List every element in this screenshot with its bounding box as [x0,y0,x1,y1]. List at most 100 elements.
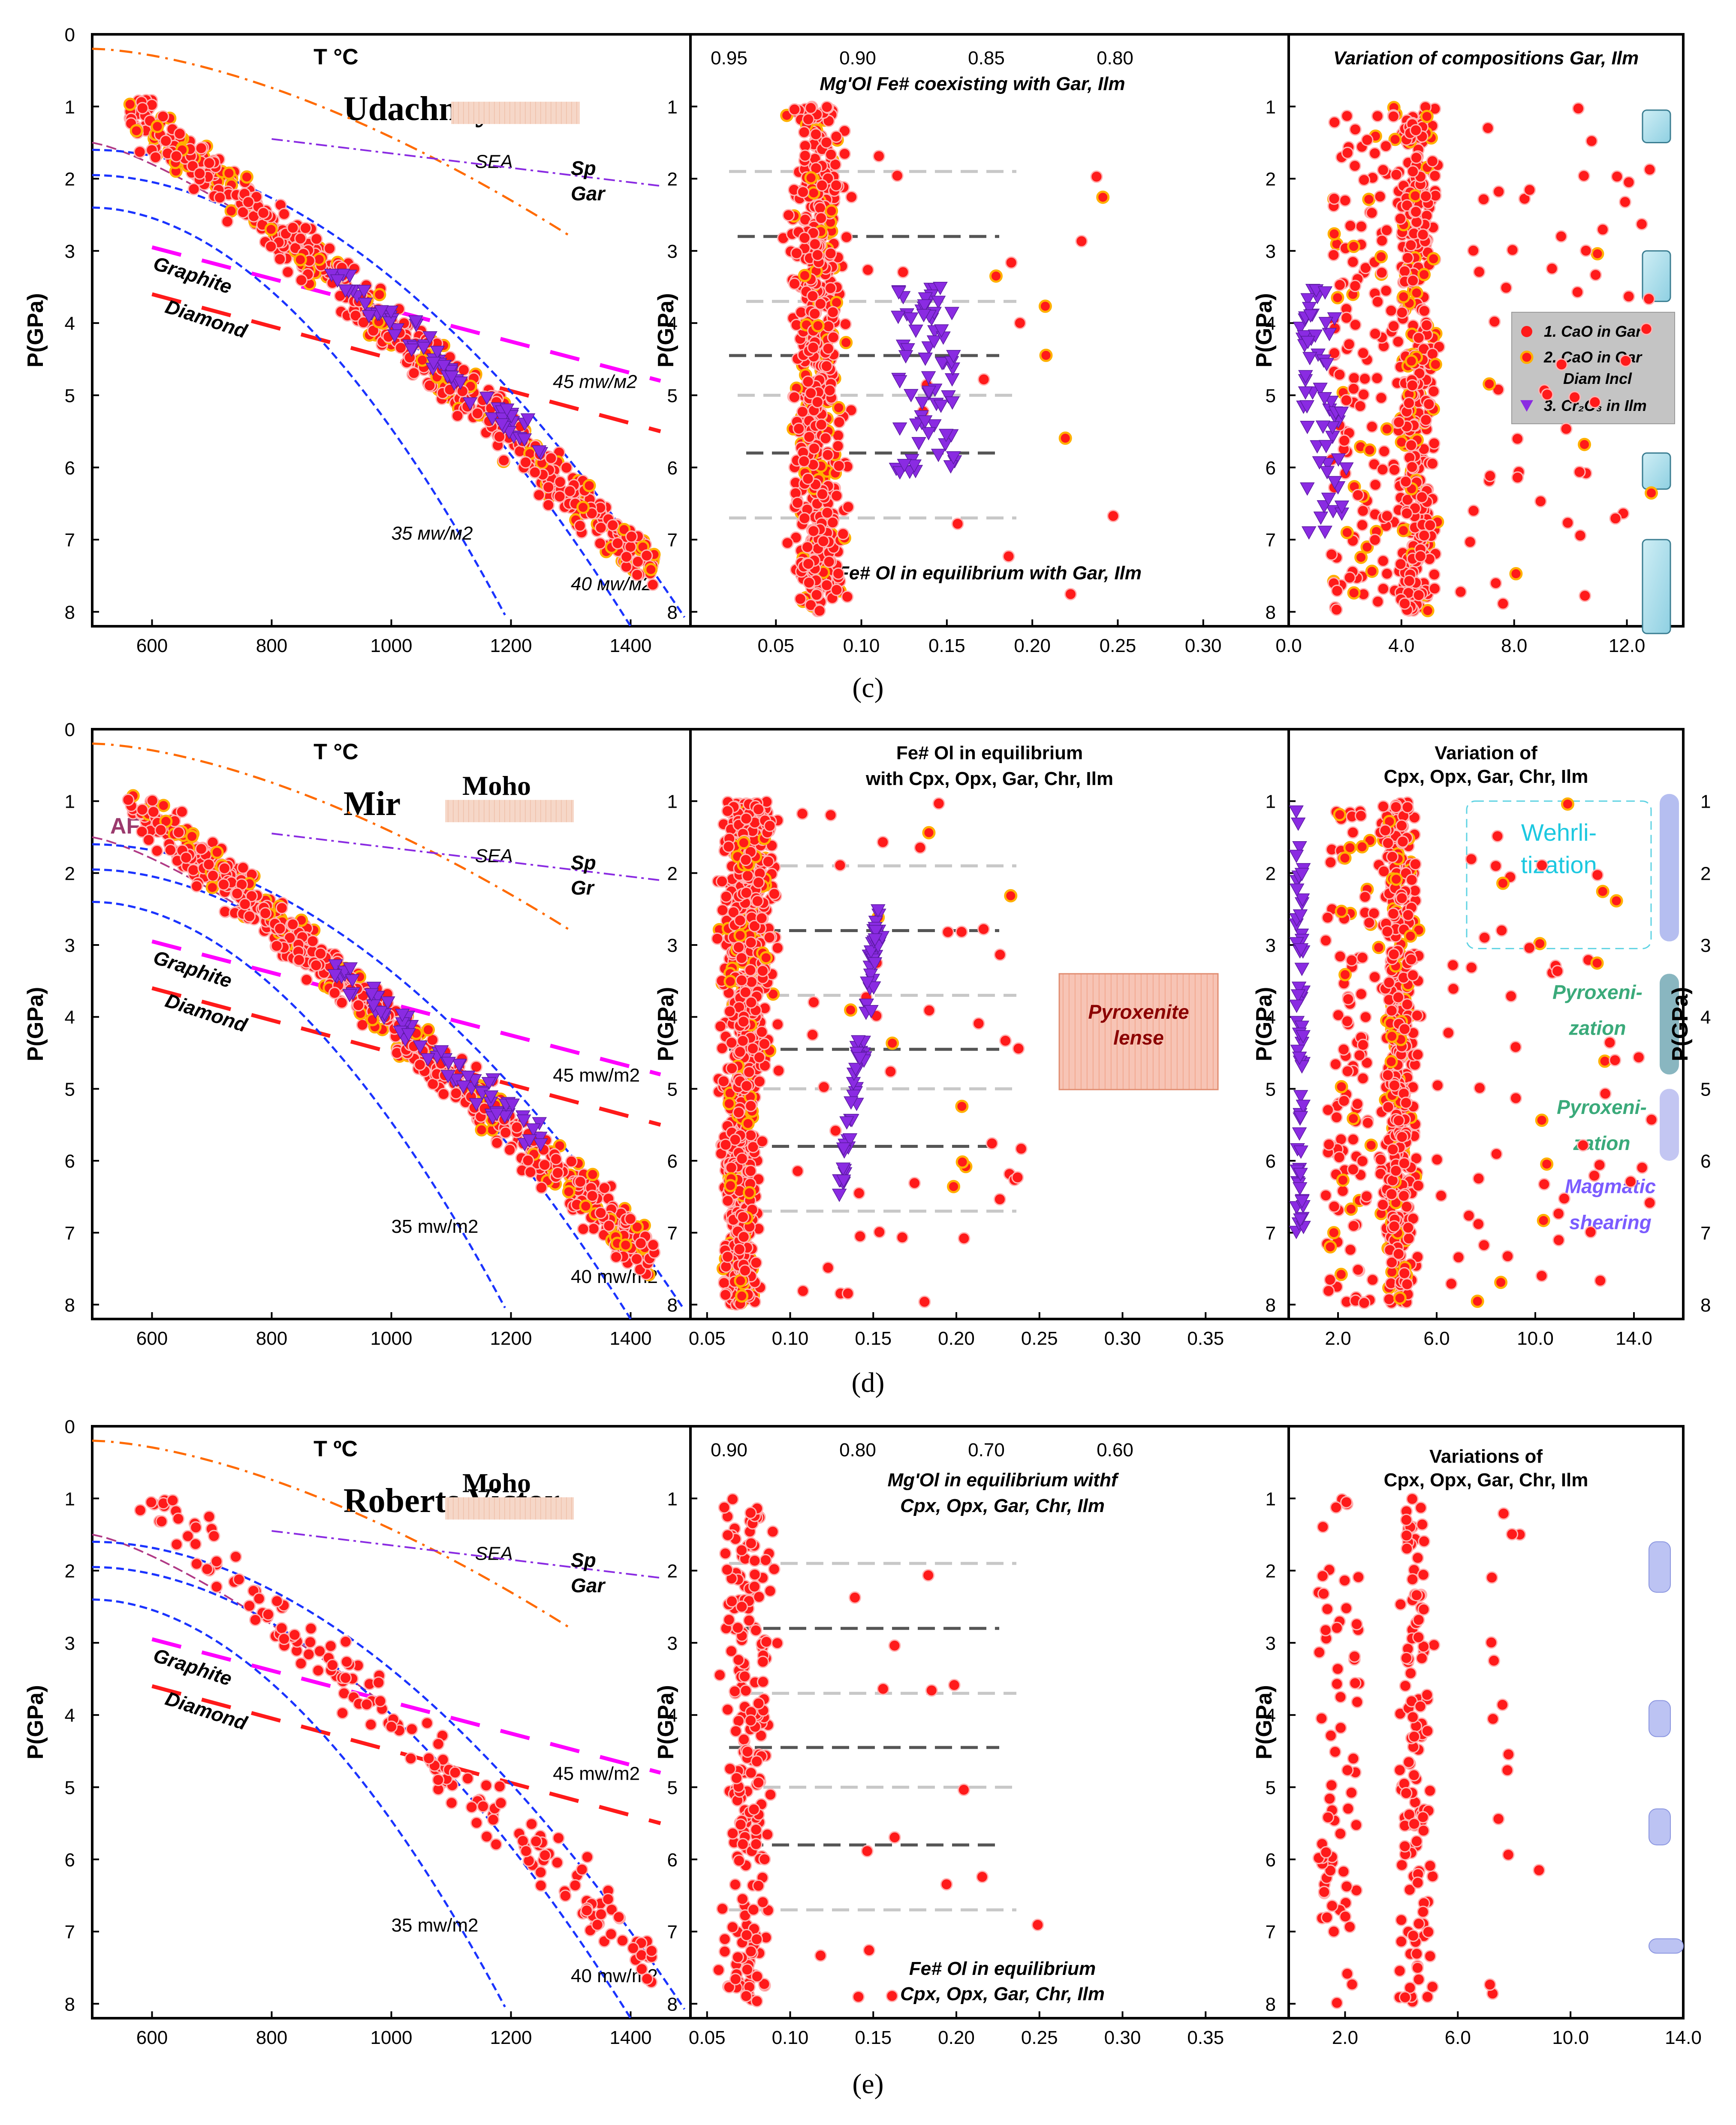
garnet-point [190,880,203,893]
ilmenite-point [934,324,949,338]
diamond-inclusion-point [1421,604,1435,618]
garnet-point [1395,1131,1408,1144]
ilmenite-point [892,422,907,436]
garnet-point [232,1573,245,1586]
garnet-point [1447,982,1460,995]
wehrlitization-label-1: Wehrli- [1521,819,1597,846]
garnet-point [594,1207,607,1219]
ilmenite-point [531,445,547,459]
garnet-point [1359,262,1372,275]
garnet-point [1492,185,1505,198]
diamond-inclusion-point [1347,586,1361,600]
garnet-point [805,599,817,612]
garnet-point [1409,858,1422,871]
garnet-point [821,449,834,462]
garnet-point [719,1289,732,1301]
ilmenite-point [918,352,933,366]
garnet-point [1491,830,1504,842]
diamond-inclusion-point [737,836,750,850]
garnet-point [349,309,362,322]
moho-band [451,102,580,124]
diamond-inclusion-point [741,1117,755,1130]
y-tick-label: 5 [667,385,678,406]
garnet-point [1571,286,1584,299]
garnet-point [180,851,193,864]
garnet-point [1331,584,1344,597]
ilmenite-point [494,418,509,432]
garnet-point [746,1042,759,1055]
garnet-point [810,589,823,601]
garnet-point [1344,1244,1357,1256]
garnet-point [1420,414,1432,426]
garnet-point [1405,873,1418,886]
garnet-point [1368,971,1381,984]
geotherm-45-label: 45 mw/m2 [553,1763,640,1784]
y-tick-label: 0 [65,719,75,740]
moho-band [445,1497,574,1520]
ilmenite-point [1289,999,1304,1013]
ilmenite-point [911,437,926,450]
garnet-point [1387,907,1400,920]
fe-title-top: Mg'Ol Fe# coexisting with Gar, Ilm [820,73,1125,94]
garnet-point [1429,169,1441,182]
y-tick-label: 3 [667,241,678,262]
garnet-point [834,859,847,872]
diamond-inclusion-point [130,124,143,138]
garnet-point [1609,512,1622,525]
x-tick-label: 1000 [371,2027,413,2048]
panel-label: (d) [852,1367,885,1398]
garnet-point [1387,110,1400,123]
garnet-point [1333,1151,1346,1164]
garnet-point [1015,1142,1028,1155]
top-tick-label: 0.70 [968,1440,1005,1461]
pt-title: T °C [313,45,359,69]
garnet-point [824,282,837,295]
diamond-inclusion-point [759,951,773,965]
garnet-point [740,1080,753,1093]
garnet-point [1423,398,1435,411]
geotherm-45-label: 45 mw/м2 [553,371,637,392]
garnet-point [1359,890,1371,903]
ilmenite-point [1289,850,1304,863]
garnet-point [413,1058,426,1071]
garnet-point [1359,372,1371,385]
ice-block-3 [1642,539,1671,634]
garnet-point [336,1707,349,1720]
garnet-point [1426,457,1439,470]
top-tick-label: 0.80 [1097,48,1133,69]
garnet-point [1635,217,1648,230]
garnet-point [634,1237,647,1250]
garnet-point [884,1065,897,1078]
garnet-point [723,1005,736,1018]
garnet-point [1347,1133,1359,1146]
garnet-point [1343,571,1356,584]
y-tick-label: 6 [65,1151,75,1172]
garnet-point [1624,1175,1637,1188]
y-tick-label: 1 [667,97,678,118]
diamond-inclusion-point [475,1123,488,1137]
site-name: Mir [344,785,401,823]
garnet-point [1394,212,1407,225]
garnet-point [827,331,840,344]
y-tick-label: 4 [667,313,678,334]
ilmenite-point [915,397,930,411]
garnet-point [520,1844,533,1857]
garnet-point [829,158,842,171]
garnet-point [155,1515,168,1528]
garnet-point [1404,239,1417,252]
garnet-point [605,1928,618,1941]
garnet-point [385,1720,398,1733]
garnet-point [136,803,149,816]
garnet-point [1013,317,1026,329]
garnet-point [803,431,816,444]
x-tick-label: 6.0 [1423,1328,1450,1349]
diamond-inclusion-point [1598,1054,1612,1068]
garnet-point [136,102,149,115]
garnet-point [833,416,846,429]
sea-label: SEA [475,151,513,172]
garnet-point [457,363,470,376]
garnet-point [763,931,776,944]
garnet-point [726,1062,738,1075]
garnet-point [1396,835,1409,848]
